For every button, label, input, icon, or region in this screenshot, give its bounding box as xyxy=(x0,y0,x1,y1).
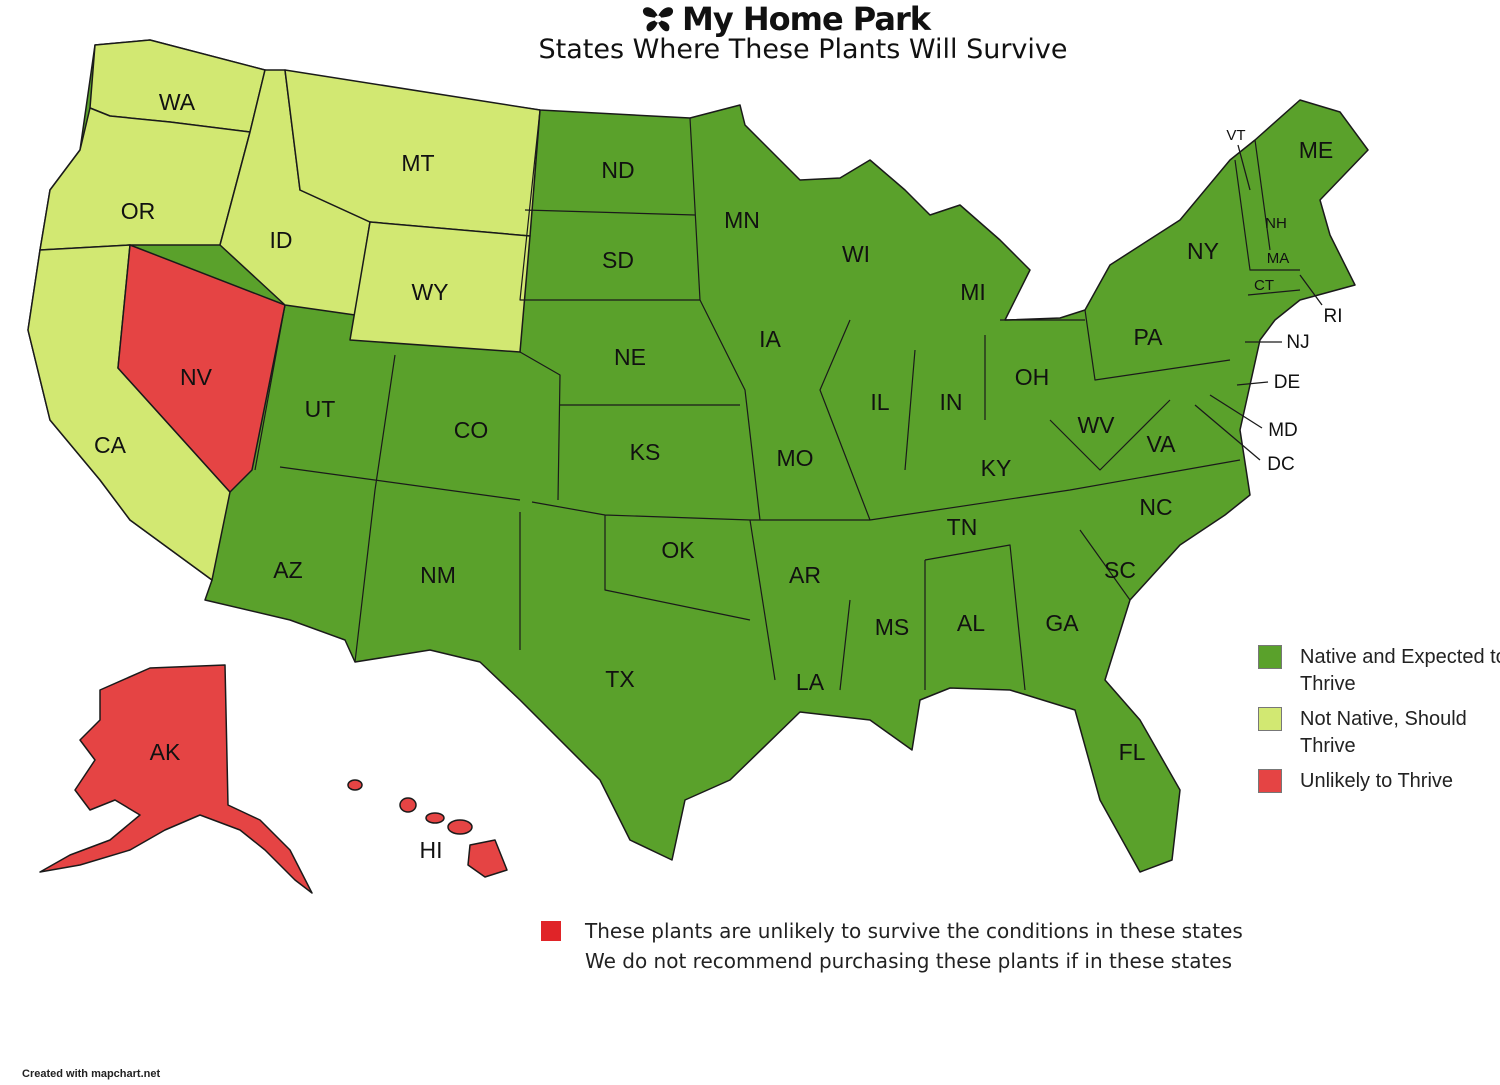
state-label-ca: CA xyxy=(94,432,127,458)
state-label-nv: NV xyxy=(180,364,213,390)
state-label-pa: PA xyxy=(1134,324,1164,350)
state-label-mn: MN xyxy=(724,207,760,233)
note-red-square xyxy=(541,921,561,941)
state-label-ia: IA xyxy=(759,326,781,352)
state-label-wa: WA xyxy=(159,89,196,115)
state-label-co: CO xyxy=(454,417,489,443)
state-label-hi: HI xyxy=(420,837,443,863)
state-label-wy: WY xyxy=(411,279,448,305)
state-label-or: OR xyxy=(121,198,156,224)
state-label-id: ID xyxy=(270,227,293,253)
state-label-az: AZ xyxy=(273,557,302,583)
brand-header: My Home Park xyxy=(640,0,931,38)
state-label-ny: NY xyxy=(1187,238,1219,264)
state-label-ms: MS xyxy=(875,614,910,640)
state-label-md: MD xyxy=(1268,420,1298,441)
state-ak[interactable] xyxy=(39,664,313,894)
state-label-fl: FL xyxy=(1119,739,1146,765)
note-line-2: We do not recommend purchasing these pla… xyxy=(585,949,1233,973)
state-label-la: LA xyxy=(796,669,825,695)
state-label-ga: GA xyxy=(1045,610,1079,636)
legend-swatch-unlikely xyxy=(1258,769,1282,793)
state-label-il: IL xyxy=(870,389,889,415)
legend-item-native: Native and Expected to Thrive xyxy=(1258,644,1500,698)
state-label-nc: NC xyxy=(1139,494,1172,520)
state-label-nd: ND xyxy=(601,157,634,183)
legend-label: Not Native, Should Thrive xyxy=(1300,708,1467,757)
butterfly-flower-icon xyxy=(642,7,674,32)
legend: Native and Expected to Thrive Not Native… xyxy=(1258,644,1500,803)
state-label-in: IN xyxy=(940,389,963,415)
legend-swatch-not-native xyxy=(1258,707,1282,731)
legend-label: Native and Expected to Thrive xyxy=(1300,646,1500,695)
state-label-tx: TX xyxy=(605,666,634,692)
state-label-nj: NJ xyxy=(1286,332,1309,353)
state-label-sd: SD xyxy=(602,247,634,273)
state-label-nm: NM xyxy=(420,562,456,588)
state-label-tn: TN xyxy=(947,514,978,540)
state-label-al: AL xyxy=(957,610,985,636)
brand-name: My Home Park xyxy=(682,0,931,38)
state-label-ne: NE xyxy=(614,344,646,370)
state-or[interactable] xyxy=(39,107,251,251)
state-label-ri: RI xyxy=(1324,306,1343,327)
legend-label: Unlikely to Thrive xyxy=(1300,770,1454,792)
leader-lines xyxy=(1194,144,1323,461)
legend-swatch-native xyxy=(1258,645,1282,669)
note-line-1: These plants are unlikely to survive the… xyxy=(585,919,1243,943)
state-label-ks: KS xyxy=(630,439,661,465)
state-label-va: VA xyxy=(1147,431,1177,457)
unlikely-note: These plants are unlikely to survive the… xyxy=(541,916,1243,976)
state-label-de: DE xyxy=(1274,372,1300,393)
legend-item-not-native: Not Native, Should Thrive xyxy=(1258,706,1500,760)
map-subtitle: States Where These Plants Will Survive xyxy=(538,34,1068,65)
state-nv[interactable] xyxy=(117,244,286,493)
credit: Created with mapchart.net xyxy=(22,1068,161,1080)
state-label-sc: SC xyxy=(1104,557,1136,583)
state-label-mo: MO xyxy=(776,445,813,471)
legend-item-unlikely: Unlikely to Thrive xyxy=(1258,768,1500,795)
state-label-ct: CT xyxy=(1254,277,1274,294)
state-label-ut: UT xyxy=(305,396,336,422)
state-label-vt: VT xyxy=(1226,127,1245,144)
state-borders xyxy=(254,109,1301,691)
state-label-ok: OK xyxy=(661,537,695,563)
state-label-ky: KY xyxy=(981,455,1012,481)
state-label-dc: DC xyxy=(1267,454,1294,475)
state-label-ar: AR xyxy=(789,562,821,588)
state-label-ma: MA xyxy=(1267,250,1290,267)
state-hi[interactable] xyxy=(347,779,508,878)
state-label-nh: NH xyxy=(1265,215,1287,232)
state-label-me: ME xyxy=(1299,137,1334,163)
state-label-mt: MT xyxy=(401,150,434,176)
state-label-wv: WV xyxy=(1077,412,1115,438)
state-labels: WA OR CA NV ID MT WY UT AZ CO NM ND SD NE KS OK TX MN IA MO… xyxy=(94,89,1342,863)
state-label-ak: AK xyxy=(150,739,181,765)
state-label-oh: OH xyxy=(1015,364,1050,390)
state-label-wi: WI xyxy=(842,241,870,267)
state-label-mi: MI xyxy=(960,279,986,305)
